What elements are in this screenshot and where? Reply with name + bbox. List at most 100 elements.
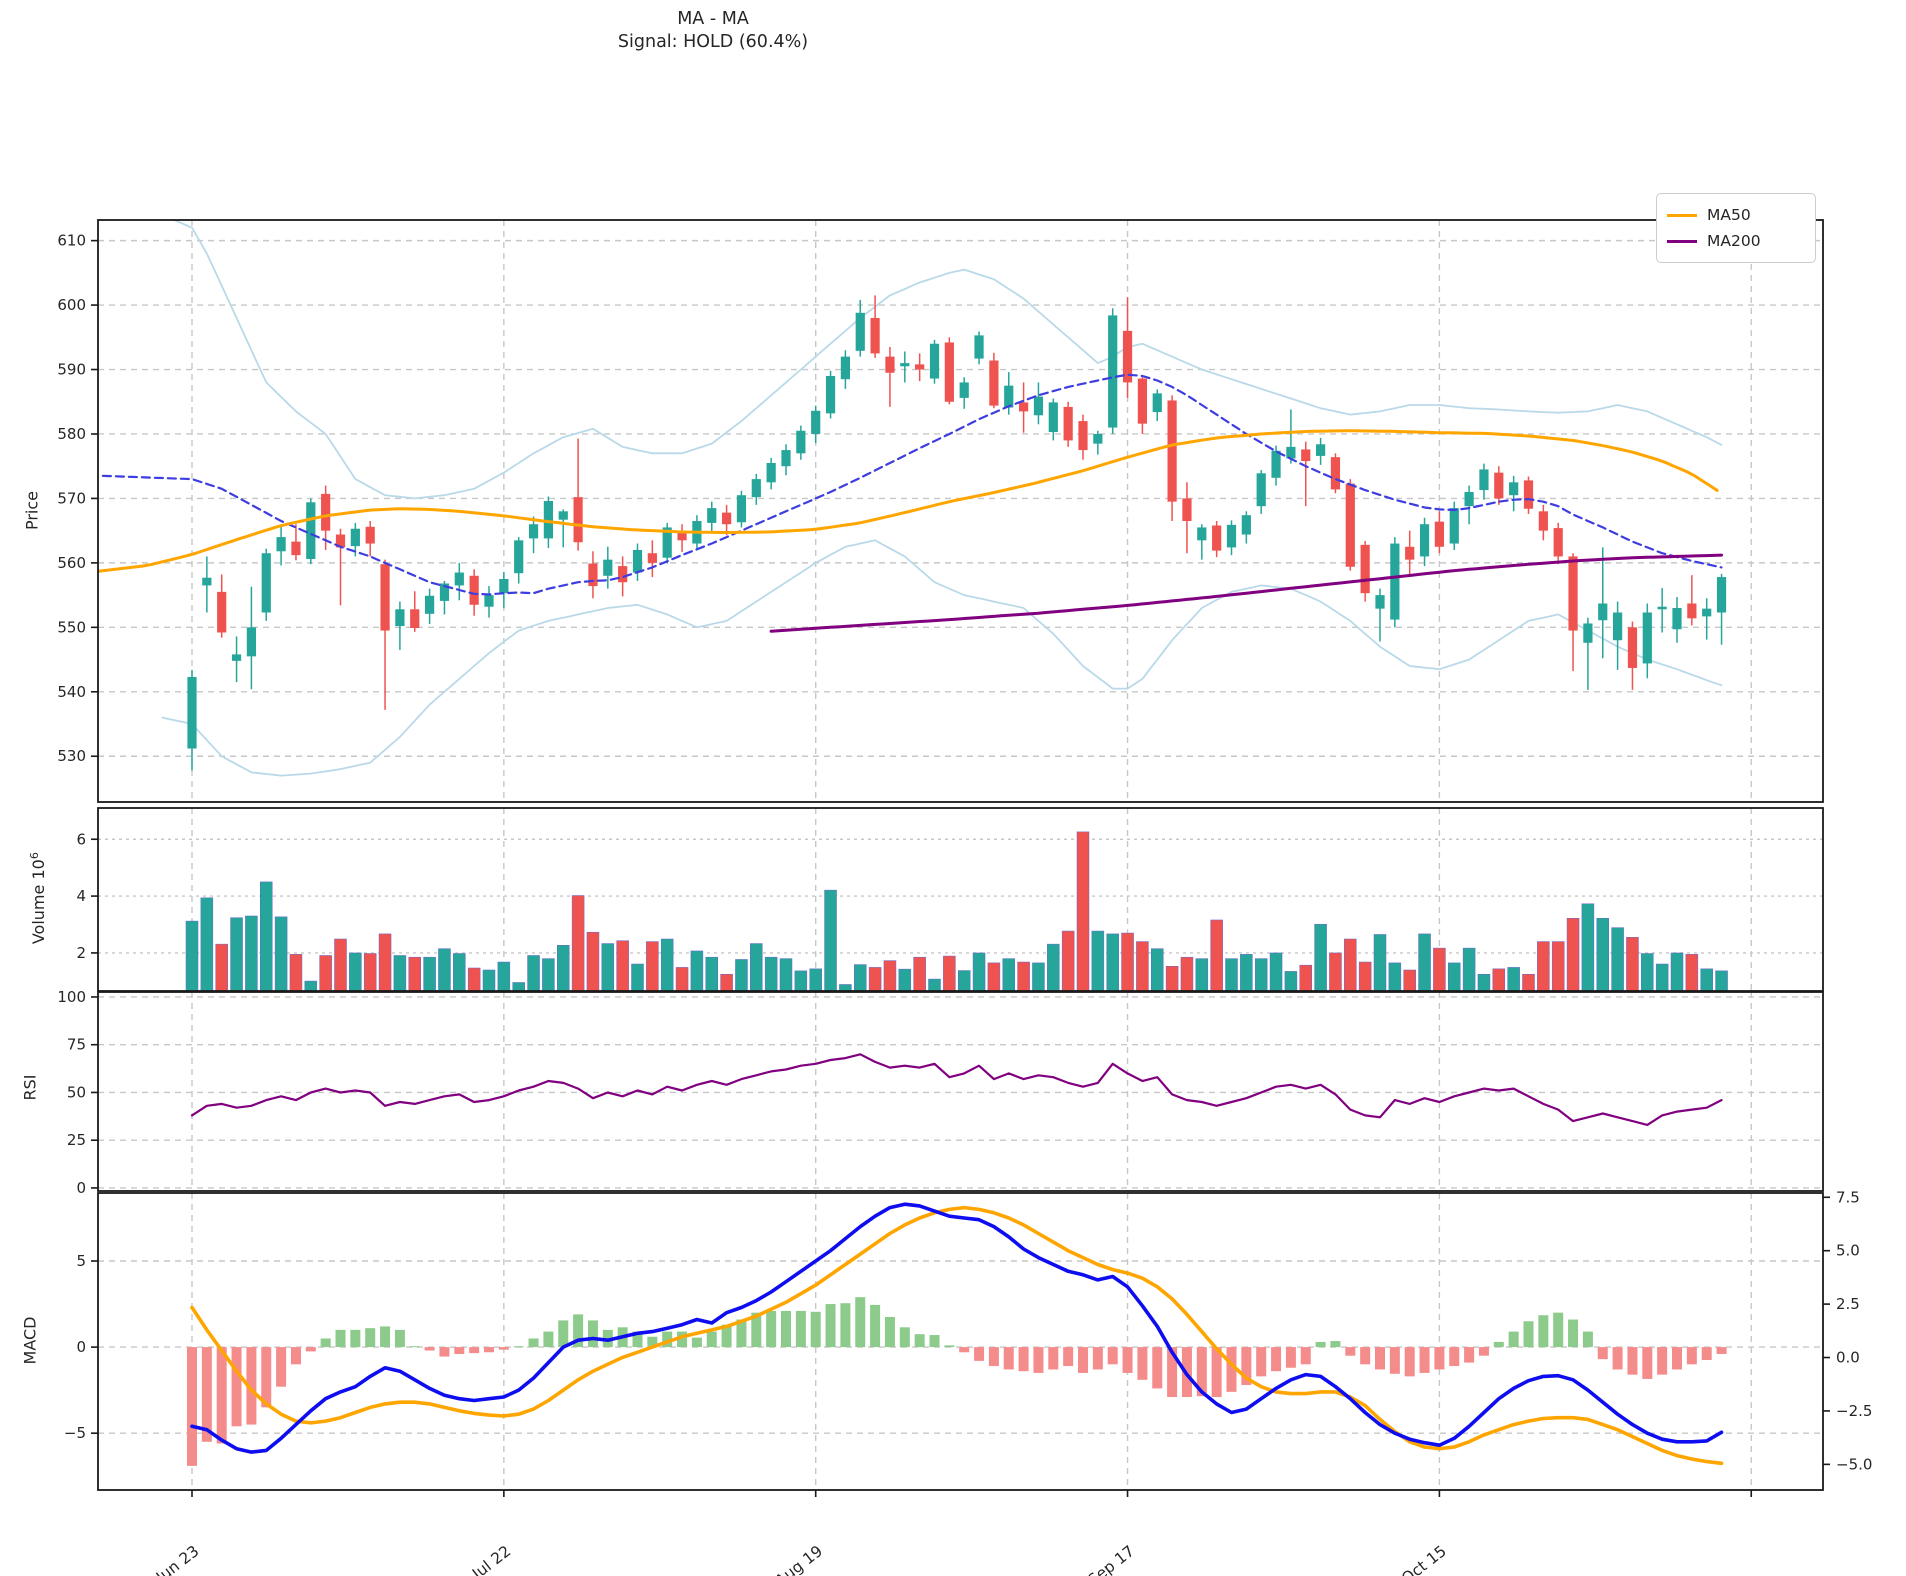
macd-histogram-bar bbox=[944, 1345, 955, 1348]
candle-body bbox=[959, 382, 969, 398]
volume-bar bbox=[1566, 918, 1580, 991]
volume-bar bbox=[274, 916, 288, 991]
legend-label-ma200: MA200 bbox=[1707, 232, 1761, 250]
x-tick-label: Oct 15 bbox=[1398, 1542, 1450, 1576]
candle-body bbox=[350, 528, 360, 547]
legend-item-ma200: MA200 bbox=[1667, 228, 1803, 254]
candle-body bbox=[1182, 498, 1192, 521]
candle-body bbox=[202, 577, 212, 586]
candle-body bbox=[1613, 612, 1623, 641]
svg-text:0: 0 bbox=[76, 1338, 86, 1356]
candle-body bbox=[766, 462, 776, 483]
chart-title: MA - MA Signal: HOLD (60.4%) bbox=[618, 8, 808, 54]
volume-bar bbox=[215, 943, 228, 991]
svg-text:4: 4 bbox=[76, 887, 86, 905]
price-panel bbox=[161, 220, 1723, 777]
candle-body bbox=[603, 559, 613, 576]
candle-body bbox=[1553, 528, 1563, 557]
svg-text:550: 550 bbox=[57, 618, 86, 636]
macd-histogram-bar bbox=[1360, 1347, 1371, 1365]
candle-body bbox=[885, 356, 895, 373]
candle-body bbox=[618, 566, 628, 583]
macd-histogram-bar bbox=[1285, 1347, 1296, 1368]
volume-bar bbox=[1017, 961, 1030, 991]
volume-bar bbox=[928, 978, 941, 991]
volume-bar bbox=[883, 960, 897, 991]
candle-body bbox=[1479, 469, 1489, 491]
svg-text:570: 570 bbox=[57, 489, 86, 507]
volume-bar bbox=[1047, 943, 1060, 991]
candle-body bbox=[1048, 402, 1058, 433]
candle-body bbox=[1375, 595, 1385, 609]
volume-bar bbox=[1655, 963, 1669, 991]
chart-title-line1: MA - MA bbox=[677, 9, 749, 29]
macd-histogram-bar bbox=[424, 1347, 435, 1351]
macd-histogram-bar bbox=[394, 1329, 405, 1348]
macd-histogram-bar bbox=[558, 1320, 569, 1348]
candle-body bbox=[1033, 396, 1044, 416]
volume-bar bbox=[913, 956, 926, 991]
volume-bar bbox=[230, 917, 243, 991]
candle-body bbox=[1657, 606, 1667, 610]
macd-histogram-bar bbox=[1568, 1319, 1579, 1348]
axes: 6106005905805705605505405306421007550250… bbox=[57, 219, 1872, 1576]
candle-body bbox=[410, 609, 420, 628]
macd-histogram-bar bbox=[513, 1346, 524, 1348]
macd-histogram-bar bbox=[1478, 1347, 1489, 1356]
macd-histogram-bar bbox=[1538, 1315, 1549, 1348]
candle-body bbox=[1523, 480, 1534, 509]
volume-bar bbox=[1002, 958, 1015, 991]
macd-histogram-bar bbox=[1315, 1341, 1326, 1348]
volume-bar bbox=[824, 889, 837, 991]
volume-bar bbox=[601, 943, 615, 991]
svg-text:560: 560 bbox=[57, 554, 86, 572]
volume-bar bbox=[245, 915, 258, 991]
macd-histogram-bar bbox=[454, 1347, 465, 1354]
candle-body bbox=[1449, 508, 1459, 544]
macd-histogram-bar bbox=[1612, 1347, 1623, 1370]
macd-histogram-bar bbox=[914, 1334, 925, 1348]
volume-bar bbox=[1388, 962, 1402, 991]
volume-bar bbox=[1700, 968, 1713, 991]
macd-histogram-bar bbox=[1107, 1347, 1118, 1365]
svg-text:0.0: 0.0 bbox=[1836, 1349, 1860, 1367]
svg-text:50: 50 bbox=[67, 1083, 86, 1101]
macd-histogram-bar bbox=[1375, 1347, 1385, 1370]
volume-bar bbox=[1596, 918, 1609, 991]
volume-bar bbox=[349, 952, 362, 991]
candle-body bbox=[870, 317, 880, 354]
macd-histogram-bar bbox=[1092, 1347, 1103, 1370]
macd-histogram-bar bbox=[350, 1329, 361, 1348]
candle-body bbox=[900, 363, 910, 367]
volume-bar bbox=[1685, 954, 1699, 991]
candle-body bbox=[840, 356, 850, 380]
macd-histogram-bar bbox=[855, 1297, 866, 1348]
macd-histogram-bar bbox=[988, 1347, 999, 1367]
candle-body bbox=[187, 676, 197, 749]
volume-bar bbox=[557, 945, 570, 991]
candle-body bbox=[1494, 472, 1504, 499]
candle-body bbox=[1687, 603, 1697, 619]
svg-text:25: 25 bbox=[67, 1131, 86, 1149]
candle-body bbox=[1568, 556, 1578, 631]
candle-body bbox=[647, 553, 657, 563]
candle-body bbox=[736, 495, 747, 523]
volume-bar bbox=[1165, 966, 1179, 991]
macd-histogram-bar bbox=[1686, 1347, 1697, 1365]
macd-histogram-bar bbox=[1226, 1347, 1237, 1392]
macd-histogram-bar bbox=[706, 1331, 717, 1348]
volume-bar bbox=[1344, 938, 1357, 991]
candle-body bbox=[1093, 433, 1103, 444]
volume-bar bbox=[1626, 937, 1639, 991]
volume-bar bbox=[497, 961, 511, 991]
svg-text:2: 2 bbox=[76, 944, 86, 962]
volume-bar bbox=[512, 982, 525, 991]
candle-body bbox=[514, 540, 524, 574]
svg-text:590: 590 bbox=[57, 361, 86, 379]
macd-panel bbox=[187, 1202, 1727, 1466]
volume-bar bbox=[690, 950, 704, 991]
volume-bar bbox=[1611, 927, 1624, 991]
macd-histogram-bar bbox=[1152, 1347, 1163, 1389]
macd-histogram-bar bbox=[246, 1347, 257, 1425]
volume-bar bbox=[1581, 903, 1595, 991]
